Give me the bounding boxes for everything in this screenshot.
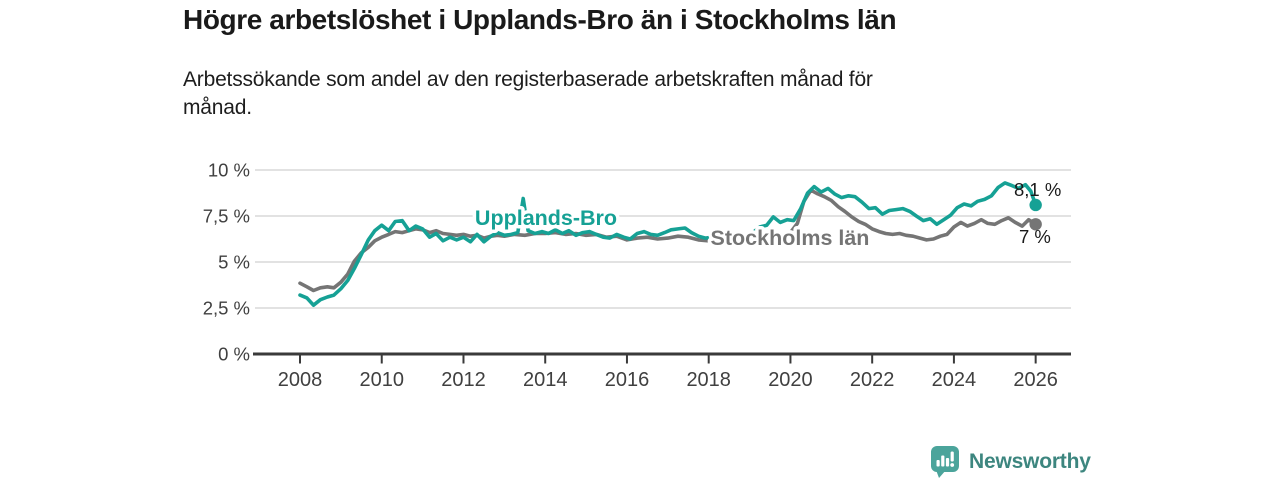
newsworthy-bubble-icon <box>931 446 959 478</box>
series-end-value-label: 7 % <box>1019 226 1051 247</box>
series-inline-label-halo: Stockholms län <box>711 226 870 250</box>
x-tick-label: 2012 <box>441 369 486 391</box>
series-line-upplands-bro <box>298 181 1038 308</box>
series-end-value-label: 8,1 % <box>1014 179 1061 200</box>
y-tick-label: 7,5 % <box>203 206 250 227</box>
x-tick-label: 2014 <box>523 369 568 391</box>
y-tick-label: 5 % <box>218 252 250 273</box>
x-tick-label: 2008 <box>278 369 323 391</box>
series-end-dot <box>1029 218 1042 231</box>
chart-subtitle: Arbetssökande som andel av den registerb… <box>183 66 1063 122</box>
series-inline-label: Stockholms län <box>711 226 870 250</box>
x-tick-label: 2022 <box>850 369 895 391</box>
newsworthy-brand-name: Newsworthy <box>969 450 1091 473</box>
page-title: Högre arbetslöshet i Upplands-Bro än i S… <box>183 4 897 35</box>
x-tick-label: 2016 <box>605 369 650 391</box>
series-end-dot <box>1029 198 1042 212</box>
subtitle-line-2: månad. <box>183 95 252 119</box>
y-tick-label: 2,5 % <box>203 298 250 319</box>
y-tick-label: 10 % <box>208 160 250 181</box>
y-tick-label: 0 % <box>218 344 250 365</box>
series-inline-label: Upplands-Bro <box>475 206 617 230</box>
series-line-stockholms-l-n <box>298 188 1038 293</box>
subtitle-line-1: Arbetssökande som andel av den registerb… <box>183 68 873 91</box>
x-tick-label: 2024 <box>932 369 977 391</box>
x-tick-label: 2026 <box>1013 369 1058 391</box>
series-inline-label-halo: Upplands-Bro <box>475 206 617 230</box>
x-tick-label: 2018 <box>686 369 731 391</box>
newsworthy-logo[interactable]: Newsworthy <box>930 445 1091 479</box>
x-tick-label: 2020 <box>768 369 813 391</box>
x-tick-label: 2010 <box>359 369 404 391</box>
